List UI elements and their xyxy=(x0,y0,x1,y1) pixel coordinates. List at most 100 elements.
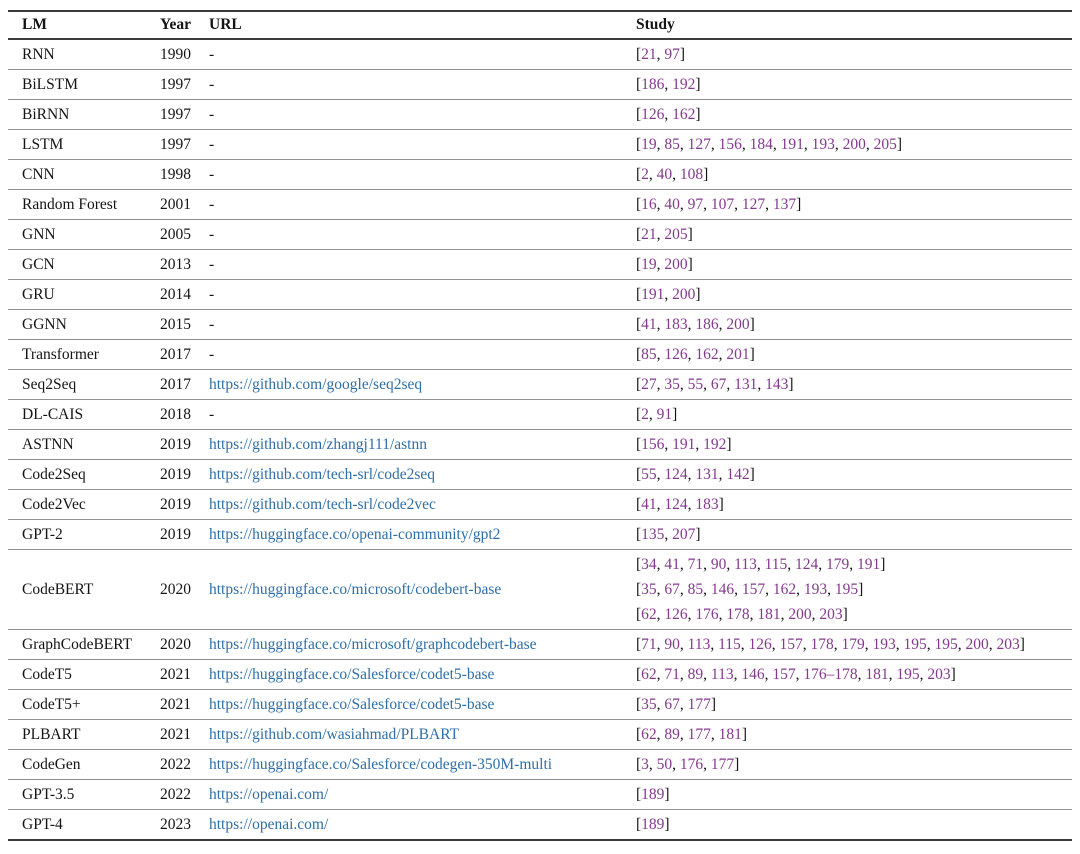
citation-link[interactable]: 2 xyxy=(641,166,649,183)
citation-link[interactable]: 115 xyxy=(764,556,788,573)
citation-link[interactable]: 203 xyxy=(996,636,1020,653)
citation-link[interactable]: 113 xyxy=(710,666,734,683)
citation-link[interactable]: 16 xyxy=(641,196,657,213)
citation-link[interactable]: 195 xyxy=(903,636,927,653)
citation-link[interactable]: 126 xyxy=(664,606,688,623)
citation-link[interactable]: 126 xyxy=(664,346,688,363)
citation-link[interactable]: 200 xyxy=(788,606,812,623)
citation-link[interactable]: 184 xyxy=(749,136,773,153)
citation-link[interactable]: 186 xyxy=(641,76,665,93)
url-link[interactable]: https://huggingface.co/openai-community/… xyxy=(209,525,501,543)
url-link[interactable]: https://huggingface.co/Salesforce/codege… xyxy=(209,755,553,773)
citation-link[interactable]: 183 xyxy=(695,496,719,513)
citation-link[interactable]: 27 xyxy=(641,376,657,393)
citation-link[interactable]: 193 xyxy=(811,136,835,153)
citation-link[interactable]: 89 xyxy=(664,726,680,743)
citation-link[interactable]: 195 xyxy=(834,581,859,598)
citation-link[interactable]: 71 xyxy=(687,556,704,573)
citation-link[interactable]: 192 xyxy=(703,436,727,453)
citation-link[interactable]: 137 xyxy=(772,196,797,213)
citation-link[interactable]: 97 xyxy=(687,196,704,213)
citation-link[interactable]: 90 xyxy=(710,556,727,573)
citation-link[interactable]: 127 xyxy=(687,136,711,153)
citation-link[interactable]: 201 xyxy=(726,346,750,363)
citation-link[interactable]: 162 xyxy=(772,581,797,598)
citation-link[interactable]: 181 xyxy=(757,606,781,623)
citation-link[interactable]: 157 xyxy=(741,581,766,598)
citation-link[interactable]: 62 xyxy=(641,666,657,683)
citation-link[interactable]: 89 xyxy=(687,666,704,683)
citation-link[interactable]: 200 xyxy=(842,136,866,153)
citation-link[interactable]: 203 xyxy=(927,666,951,683)
url-link[interactable]: https://huggingface.co/microsoft/codeber… xyxy=(209,580,502,598)
url-link[interactable]: https://github.com/tech-srl/code2seq xyxy=(209,465,435,483)
citation-link[interactable]: 124 xyxy=(664,496,688,513)
citation-link[interactable]: 205 xyxy=(873,136,897,153)
citation-link[interactable]: 21 xyxy=(641,46,657,63)
citation-link[interactable]: 62 xyxy=(641,606,657,623)
citation-link[interactable]: 189 xyxy=(641,816,665,833)
citation-link[interactable]: 207 xyxy=(672,526,696,543)
citation-link[interactable]: 19 xyxy=(641,256,657,273)
citation-link[interactable]: 40 xyxy=(656,166,673,183)
citation-link[interactable]: 200 xyxy=(664,256,688,273)
citation-link[interactable]: 50 xyxy=(656,756,673,773)
citation-link[interactable]: 146 xyxy=(741,666,765,683)
citation-link[interactable]: 21 xyxy=(641,226,657,243)
citation-link[interactable]: 156 xyxy=(718,136,742,153)
citation-link[interactable]: 2 xyxy=(641,406,649,423)
citation-link[interactable]: 3 xyxy=(641,756,649,773)
citation-link[interactable]: 85 xyxy=(641,346,657,363)
citation-link[interactable]: 126 xyxy=(641,106,665,123)
citation-link[interactable]: 181 xyxy=(718,726,742,743)
citation-link[interactable]: 200 xyxy=(726,316,750,333)
citation-link[interactable]: 107 xyxy=(710,196,735,213)
citation-link[interactable]: 131 xyxy=(734,376,758,393)
citation-link[interactable]: 41 xyxy=(641,496,657,513)
citation-link[interactable]: 195 xyxy=(934,636,958,653)
url-link[interactable]: https://openai.com/ xyxy=(209,785,329,803)
citation-link[interactable]: 186 xyxy=(695,316,719,333)
url-link[interactable]: https://github.com/tech-srl/code2vec xyxy=(209,495,436,513)
citation-link[interactable]: 183 xyxy=(664,316,688,333)
citation-link[interactable]: 67 xyxy=(710,376,727,393)
url-link[interactable]: https://huggingface.co/microsoft/graphco… xyxy=(209,635,537,653)
url-link[interactable]: https://huggingface.co/Salesforce/codet5… xyxy=(209,695,495,713)
citation-link[interactable]: 177 xyxy=(687,726,711,743)
citation-link[interactable]: 203 xyxy=(819,606,843,623)
citation-link[interactable]: 193 xyxy=(803,581,828,598)
citation-link[interactable]: 176 xyxy=(695,606,719,623)
citation-link[interactable]: 176 xyxy=(679,756,704,773)
citation-link[interactable]: 157 xyxy=(772,666,796,683)
citation-link[interactable]: 191 xyxy=(780,136,804,153)
url-link[interactable]: https://github.com/zhangj111/astnn xyxy=(209,435,427,453)
citation-link[interactable]: 156 xyxy=(641,436,665,453)
citation-link[interactable]: 34 xyxy=(641,556,657,573)
citation-link[interactable]: 71 xyxy=(664,666,680,683)
citation-link[interactable]: 67 xyxy=(664,581,680,598)
citation-link[interactable]: 178 xyxy=(726,606,750,623)
citation-link[interactable]: 177 xyxy=(710,756,735,773)
citation-link[interactable]: 127 xyxy=(741,196,766,213)
citation-link[interactable]: 135 xyxy=(641,526,665,543)
citation-link[interactable]: 40 xyxy=(664,196,680,213)
citation-link[interactable]: 191 xyxy=(641,286,665,303)
citation-link[interactable]: 35 xyxy=(641,696,657,713)
citation-link[interactable]: 157 xyxy=(779,636,803,653)
citation-link[interactable]: 35 xyxy=(664,376,680,393)
citation-link[interactable]: 177 xyxy=(687,696,711,713)
url-link[interactable]: https://openai.com/ xyxy=(209,815,329,833)
citation-link[interactable]: 71 xyxy=(641,636,657,653)
citation-link[interactable]: 35 xyxy=(641,581,657,598)
citation-link[interactable]: 142 xyxy=(726,466,750,483)
citation-link[interactable]: 41 xyxy=(664,556,680,573)
citation-link[interactable]: 195 xyxy=(896,666,920,683)
url-link[interactable]: https://github.com/wasiahmad/PLBART xyxy=(209,725,460,743)
citation-link[interactable]: 91 xyxy=(656,406,673,423)
citation-link[interactable]: 55 xyxy=(687,376,704,393)
citation-link[interactable]: 97 xyxy=(664,46,680,63)
citation-link[interactable]: 179 xyxy=(841,636,865,653)
citation-link[interactable]: 67 xyxy=(664,696,680,713)
citation-link[interactable]: 62 xyxy=(641,726,657,743)
citation-link[interactable]: 189 xyxy=(641,786,665,803)
